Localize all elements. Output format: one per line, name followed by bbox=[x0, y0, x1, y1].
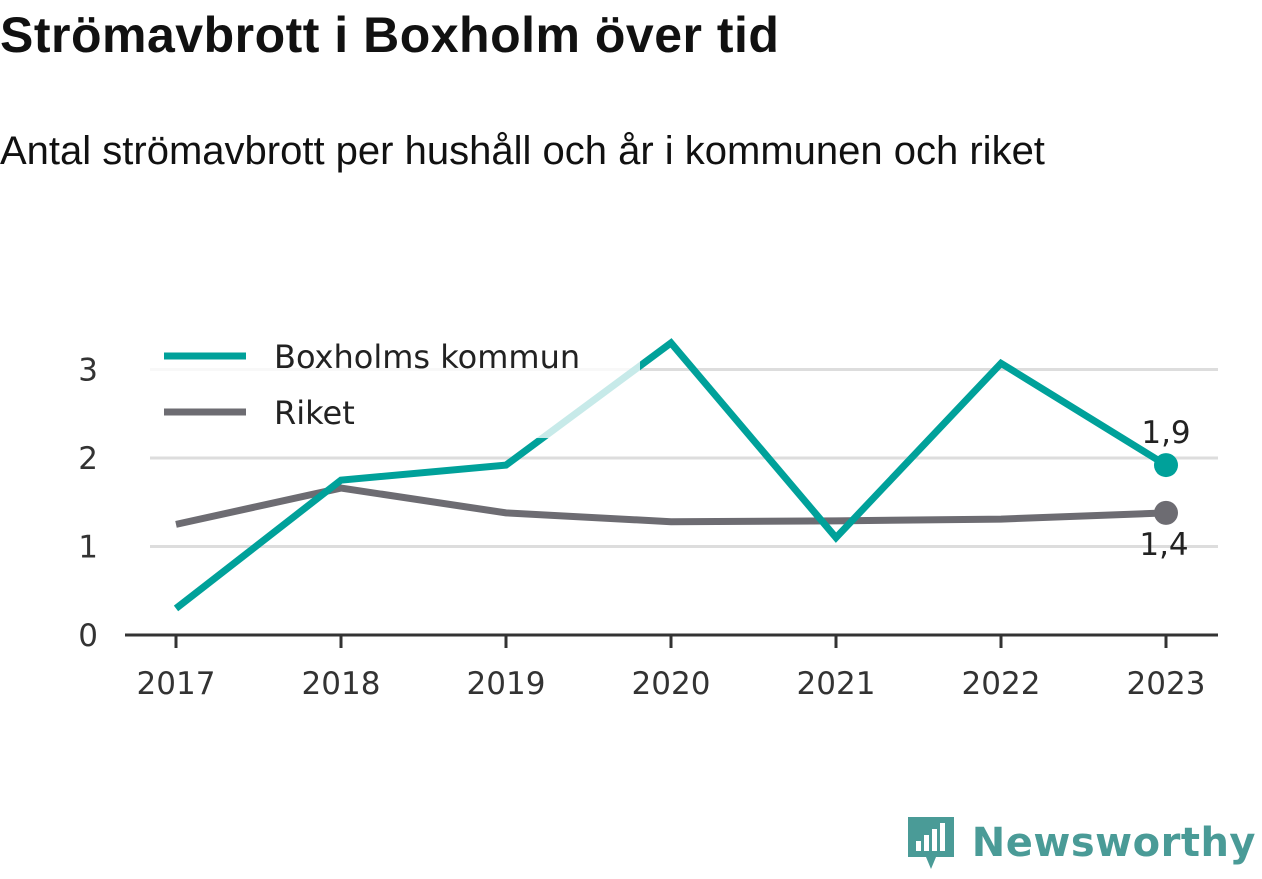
x-tick-label: 2018 bbox=[302, 666, 381, 702]
series-line-boxholm bbox=[173, 338, 1168, 612]
x-tick-label: 2021 bbox=[797, 666, 876, 702]
x-tick-label: 2017 bbox=[137, 666, 216, 702]
newsworthy-brand: Newsworthy bbox=[906, 813, 1256, 873]
y-tick-label: 3 bbox=[78, 353, 98, 389]
series-endpoint-boxholm bbox=[1154, 453, 1178, 478]
legend-background bbox=[150, 330, 640, 438]
y-tick-label: 2 bbox=[78, 441, 98, 477]
series-endpoint-riket bbox=[1154, 500, 1178, 525]
chart-title: Strömavbrott i Boxholm över tid bbox=[0, 7, 780, 63]
x-tick-label: 2019 bbox=[467, 666, 546, 702]
legend-label-riket: Riket bbox=[274, 394, 355, 432]
series-line-riket bbox=[175, 484, 1167, 528]
line-chart: 0 1 2 3 2017 2018 2019 2020 2021 2022 2023 Boxhol… bbox=[78, 330, 1218, 702]
legend-label-boxholm: Boxholms kommun bbox=[274, 338, 580, 376]
end-label-riket: 1,4 bbox=[1139, 527, 1188, 563]
y-tick-label: 1 bbox=[78, 530, 98, 566]
newsworthy-logo-icon bbox=[907, 817, 954, 869]
x-tick-label: 2022 bbox=[962, 666, 1041, 702]
y-tick-label: 0 bbox=[78, 618, 98, 654]
x-tick-label: 2023 bbox=[1127, 666, 1206, 702]
brand-name: Newsworthy bbox=[971, 820, 1256, 866]
chart-subtitle: Antal strömavbrott per hushåll och år i … bbox=[0, 129, 1045, 173]
end-label-boxholm: 1,9 bbox=[1141, 415, 1190, 451]
x-tick-label: 2020 bbox=[632, 666, 711, 702]
